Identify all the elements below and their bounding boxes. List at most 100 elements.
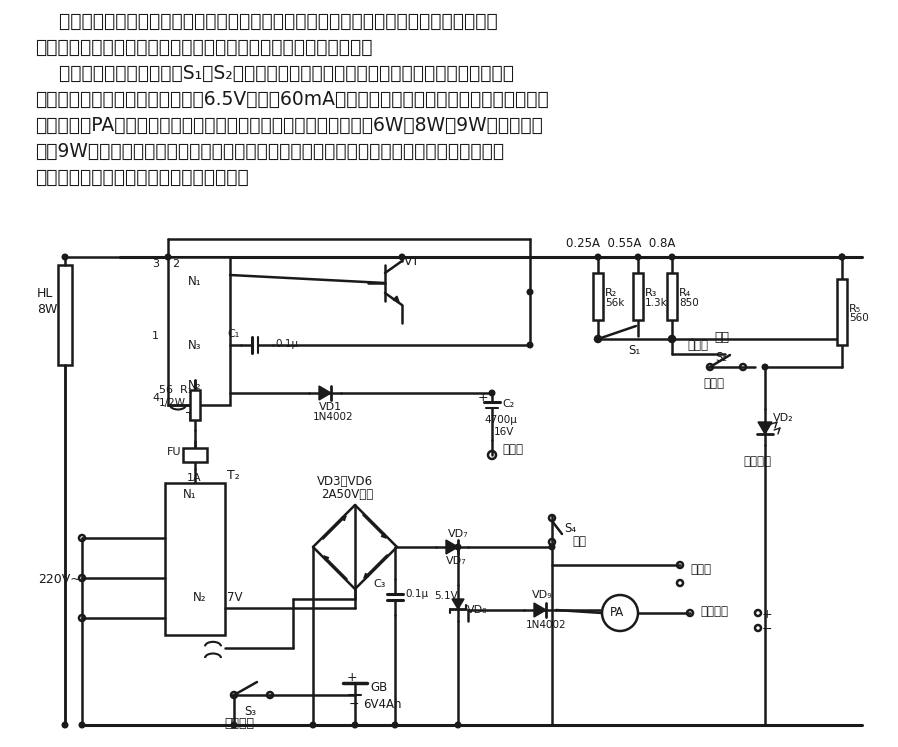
Text: 通过电流表PA可以观察电池是否充满电。该应急灯的荧光管可采用6W、8W、9W的灯管，如: 通过电流表PA可以观察电池是否充满电。该应急灯的荧光管可采用6W、8W、9W的灯… — [35, 116, 543, 135]
Circle shape — [392, 722, 398, 728]
Circle shape — [231, 722, 237, 728]
Bar — [593, 273, 603, 320]
Text: 2A50V全桥: 2A50V全桥 — [321, 488, 374, 501]
Circle shape — [62, 254, 68, 260]
Text: 充电输出: 充电输出 — [700, 605, 728, 618]
Text: 8W: 8W — [37, 303, 57, 316]
Circle shape — [840, 254, 845, 260]
Bar — [633, 273, 643, 320]
Text: 市电供: 市电供 — [502, 443, 523, 456]
Text: 采用9W灯管，可获得较高的发光效率，但使用前需将灯脚内的启辉氖管去掉。关于应急灯的: 采用9W灯管，可获得较高的发光效率，但使用前需将灯脚内的启辉氖管去掉。关于应急灯… — [35, 142, 504, 161]
Text: 56k: 56k — [605, 297, 624, 308]
Text: R₄: R₄ — [679, 288, 691, 299]
Text: +: + — [347, 671, 357, 684]
Text: 电源开关: 电源开关 — [224, 717, 254, 730]
Text: VD₇: VD₇ — [448, 529, 469, 539]
Text: S₄: S₄ — [564, 522, 577, 535]
Circle shape — [455, 722, 461, 728]
Text: 1A: 1A — [187, 473, 202, 483]
Text: GB: GB — [370, 681, 387, 694]
Circle shape — [762, 365, 768, 370]
Polygon shape — [319, 386, 331, 400]
Circle shape — [595, 254, 601, 260]
Text: N₂: N₂ — [193, 591, 207, 604]
Text: 0.1μ: 0.1μ — [275, 339, 298, 349]
Polygon shape — [534, 603, 546, 617]
Text: 市电供: 市电供 — [687, 339, 708, 352]
Bar — [58, 265, 72, 365]
Bar — [837, 279, 847, 345]
Text: VD3～VD6: VD3～VD6 — [317, 475, 374, 488]
Text: 1: 1 — [152, 331, 159, 341]
Text: 亮度: 亮度 — [714, 331, 729, 344]
Text: VD₂: VD₂ — [773, 413, 794, 423]
Text: +: + — [762, 608, 772, 621]
Text: PA: PA — [610, 606, 624, 619]
Text: 出等不同工作状态。其充电限压为6.5V，电流60mA，充电效果良好。且充电电路设有电流表，: 出等不同工作状态。其充电限压为6.5V，电流60mA，充电效果良好。且充电电路设… — [35, 90, 549, 109]
Text: 充电饱和电压上升状态而影响电池的使用寿命，甚至可能损坏电池。: 充电饱和电压上升状态而影响电池的使用寿命，甚至可能损坏电池。 — [35, 38, 373, 57]
Text: N₁: N₁ — [188, 275, 202, 288]
Circle shape — [165, 254, 171, 260]
Text: 市售照明、充电两用应急灯，大多数产品充电电路不能稳压，这样长期使用会使电池处于: 市售照明、充电两用应急灯，大多数产品充电电路不能稳压，这样长期使用会使电池处于 — [35, 12, 497, 31]
Text: R₂: R₂ — [605, 288, 617, 299]
Text: VD1: VD1 — [319, 402, 342, 412]
Text: S₁: S₁ — [628, 344, 640, 357]
Circle shape — [635, 254, 641, 260]
Bar — [165, 483, 225, 635]
Text: 工作原理，报刊介绍较多，这里不再赘述。: 工作原理，报刊介绍较多，这里不再赘述。 — [35, 168, 249, 187]
Text: 电池供: 电池供 — [703, 377, 724, 390]
Text: 本台应急灯可以通过开关S₁、S₂的控制，分别用作市电照明、停电照明、内充电及充电输: 本台应急灯可以通过开关S₁、S₂的控制，分别用作市电照明、停电照明、内充电及充电… — [35, 64, 514, 83]
Circle shape — [455, 545, 461, 550]
Text: 照明: 照明 — [572, 535, 586, 548]
Circle shape — [489, 390, 495, 396]
Text: 1.3k: 1.3k — [645, 297, 668, 308]
Circle shape — [79, 722, 84, 728]
Text: 56  R₁: 56 R₁ — [159, 385, 192, 395]
Bar — [190, 390, 200, 420]
Text: 内充电: 内充电 — [690, 563, 711, 576]
Text: VD₇: VD₇ — [446, 556, 467, 566]
Polygon shape — [758, 422, 772, 434]
Text: VD₈: VD₈ — [467, 605, 488, 615]
Text: C₁: C₁ — [227, 329, 239, 339]
Circle shape — [669, 254, 674, 260]
Text: VD₉: VD₉ — [532, 590, 552, 600]
Circle shape — [840, 254, 845, 260]
Text: +: + — [478, 391, 489, 404]
Text: S₂: S₂ — [715, 351, 727, 364]
Polygon shape — [446, 540, 458, 554]
Text: FU: FU — [167, 447, 181, 457]
Text: 16V: 16V — [494, 427, 515, 437]
Text: 1N4002: 1N4002 — [313, 412, 354, 422]
Text: C₃: C₃ — [373, 579, 385, 589]
Text: T₁: T₁ — [186, 411, 198, 424]
Polygon shape — [452, 599, 464, 609]
Text: −: − — [762, 623, 772, 636]
Text: 0.1μ: 0.1μ — [405, 589, 428, 599]
Text: C₂: C₂ — [502, 399, 515, 409]
Text: T₂: T₂ — [227, 469, 240, 482]
Circle shape — [352, 722, 357, 728]
Bar — [667, 273, 677, 320]
Text: 220V~: 220V~ — [38, 573, 81, 586]
Circle shape — [62, 722, 68, 728]
Circle shape — [550, 545, 555, 550]
Text: S₃: S₃ — [244, 705, 256, 718]
Text: N₃: N₃ — [188, 339, 201, 352]
Text: 560: 560 — [849, 313, 868, 323]
Text: N₁: N₁ — [183, 488, 197, 501]
Text: 2: 2 — [172, 259, 179, 269]
Text: 4700μ: 4700μ — [484, 415, 517, 425]
Text: 1/2W: 1/2W — [159, 398, 186, 408]
Text: 4: 4 — [152, 393, 159, 403]
Text: R₅: R₅ — [849, 304, 861, 314]
Text: 7V: 7V — [227, 591, 242, 604]
Text: HL: HL — [37, 287, 53, 300]
Text: 850: 850 — [679, 297, 699, 308]
Circle shape — [400, 254, 405, 260]
Text: 照明指示: 照明指示 — [743, 455, 771, 468]
Circle shape — [310, 722, 316, 728]
Text: 6V4Ah: 6V4Ah — [363, 698, 401, 711]
Bar — [168, 257, 230, 405]
Text: R₃: R₃ — [645, 288, 657, 299]
